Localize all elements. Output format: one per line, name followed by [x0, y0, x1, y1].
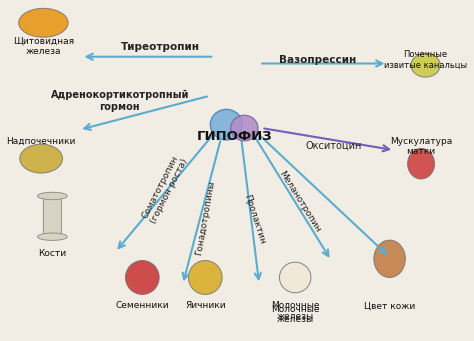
Text: Гонадотропины: Гонадотропины [194, 180, 216, 256]
Text: Мускулатура
матки: Мускулатура матки [390, 136, 452, 156]
Text: Надпочечники: Надпочечники [7, 136, 76, 146]
FancyArrowPatch shape [84, 97, 207, 130]
Text: Адренокортикотропный
гормон: Адренокортикотропный гормон [51, 90, 189, 112]
Text: Цвет кожи: Цвет кожи [364, 301, 415, 310]
FancyArrowPatch shape [261, 137, 386, 254]
Text: Тиреотропин: Тиреотропин [121, 42, 200, 51]
Text: Окситоцин: Окситоцин [305, 140, 362, 150]
FancyArrowPatch shape [256, 139, 328, 256]
Ellipse shape [210, 109, 243, 140]
Ellipse shape [37, 233, 67, 240]
Ellipse shape [20, 144, 63, 173]
Text: Почечные
извитые канальцы: Почечные извитые канальцы [384, 50, 467, 69]
Text: Кости: Кости [38, 249, 66, 257]
Text: Пролактин: Пролактин [242, 194, 267, 246]
Text: Семенники: Семенники [116, 301, 169, 310]
Text: Вазопрессин: Вазопрессин [279, 55, 356, 65]
Text: Яичники: Яичники [185, 301, 226, 310]
Ellipse shape [408, 148, 435, 179]
Text: Щитовидная
железа: Щитовидная железа [13, 36, 74, 56]
Ellipse shape [374, 240, 405, 278]
FancyArrowPatch shape [87, 54, 211, 60]
Text: Молочные
железы: Молочные железы [271, 301, 319, 321]
Ellipse shape [37, 192, 67, 199]
FancyArrowPatch shape [118, 135, 212, 248]
Text: ГИПОФИЗ: ГИПОФИЗ [197, 130, 272, 143]
FancyArrowPatch shape [262, 60, 382, 66]
Text: Соматотропин
(гормон роста): Соматотропин (гормон роста) [140, 153, 190, 225]
Ellipse shape [280, 262, 311, 293]
Text: Меланотропин: Меланотропин [277, 169, 322, 233]
Text: Молочные
железы: Молочные железы [271, 305, 319, 324]
FancyArrowPatch shape [264, 129, 389, 151]
Ellipse shape [411, 53, 440, 77]
Ellipse shape [231, 115, 258, 141]
Ellipse shape [126, 261, 159, 295]
FancyArrowPatch shape [242, 141, 261, 279]
FancyBboxPatch shape [44, 194, 61, 238]
Ellipse shape [188, 261, 222, 295]
Ellipse shape [18, 8, 68, 37]
FancyArrowPatch shape [182, 141, 220, 279]
